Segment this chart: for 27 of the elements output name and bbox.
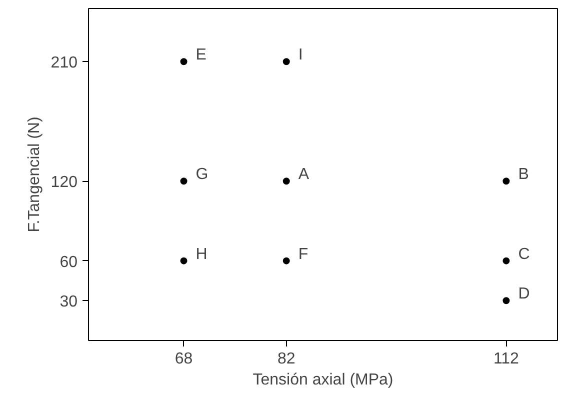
x-tick-label: 112 xyxy=(493,350,520,368)
point xyxy=(282,257,290,264)
point xyxy=(180,178,188,185)
annotation: F xyxy=(298,246,308,263)
point xyxy=(502,297,510,304)
annotation: A xyxy=(298,166,310,184)
point xyxy=(502,257,510,264)
y-tick-label: 120 xyxy=(50,174,78,192)
annotation: D xyxy=(518,286,530,303)
annotation: I xyxy=(298,46,303,64)
annotation: E xyxy=(196,46,206,64)
annotation: H xyxy=(196,246,208,263)
y-tick-label: 60 xyxy=(60,254,78,271)
point xyxy=(502,178,510,185)
x-axis-title: Tensión axial (MPa) xyxy=(252,372,394,388)
point xyxy=(282,58,290,66)
point xyxy=(180,257,188,264)
annotation: B xyxy=(518,166,529,184)
annotation: G xyxy=(196,166,208,184)
y-axis-title: F.Tangencial (N) xyxy=(26,116,43,232)
y-tick-label: 30 xyxy=(60,294,78,311)
y-tick-label: 210 xyxy=(50,54,78,72)
point xyxy=(282,178,290,185)
point xyxy=(180,58,188,66)
annotation: C xyxy=(518,246,530,263)
x-tick-label: 68 xyxy=(174,350,193,368)
x-tick-label: 82 xyxy=(277,350,296,368)
